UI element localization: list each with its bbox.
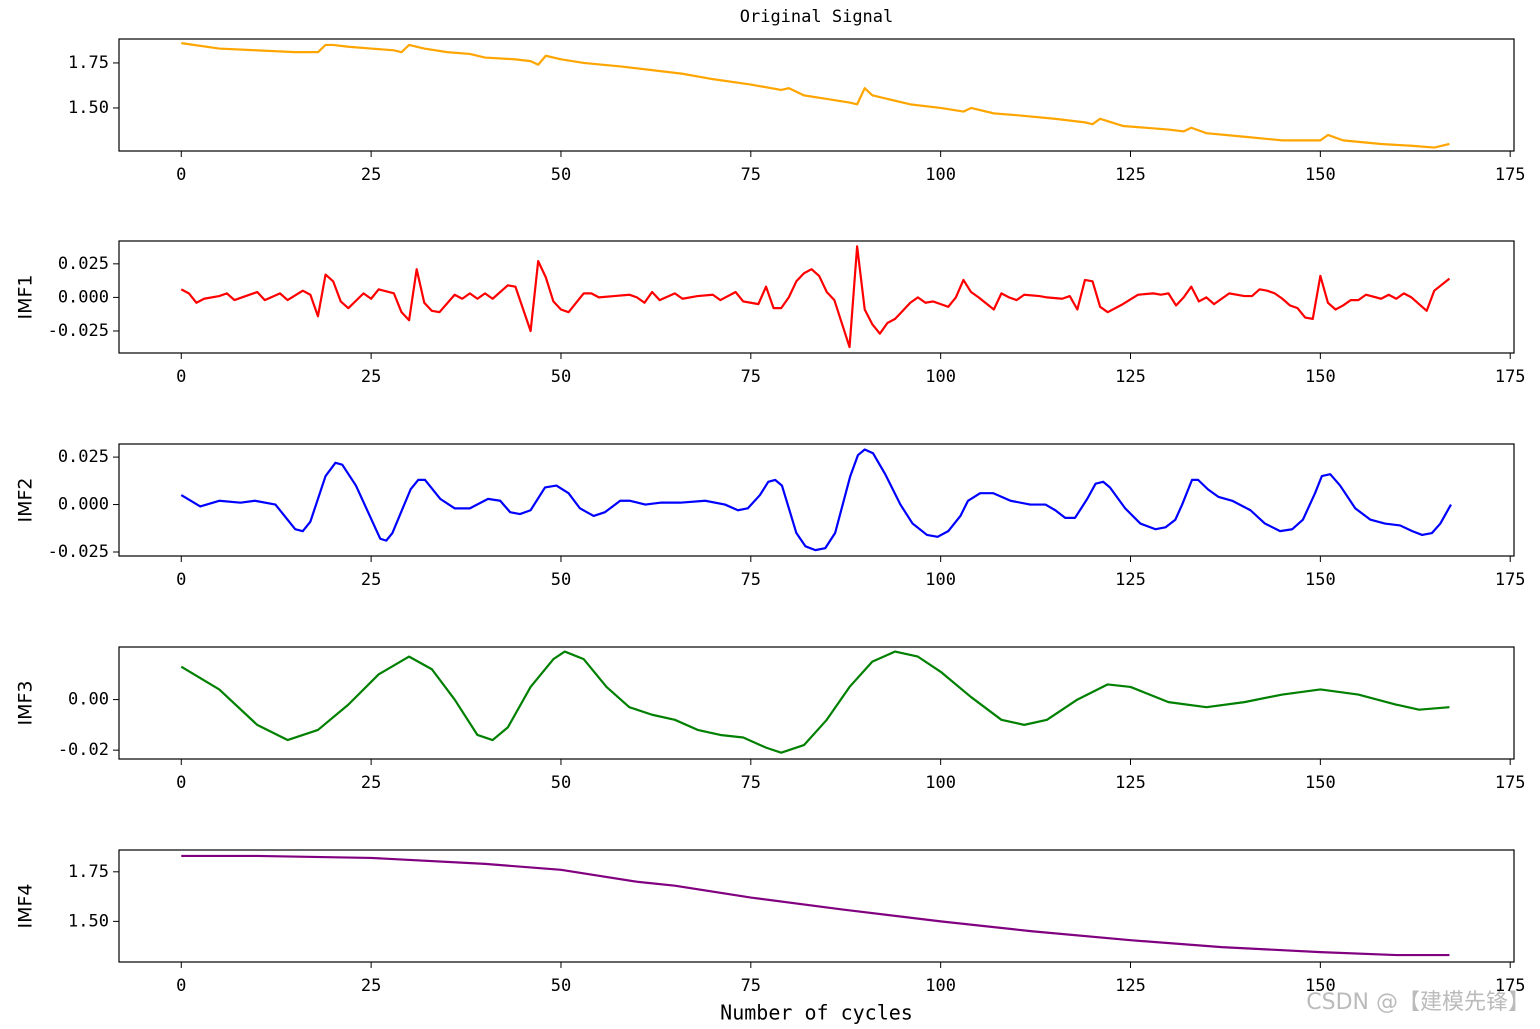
x-tick-label: 0 [176,367,186,387]
y-tick-label: 0.000 [58,495,109,515]
signal-line [180,650,1450,754]
y-tick-label: 0.000 [58,287,109,307]
x-tick-label: 75 [741,165,761,185]
x-axis-label: Number of cycles [720,1001,913,1025]
x-tick-label: 150 [1305,773,1336,793]
x-tick-label: 50 [551,165,571,185]
x-tick-label: 75 [741,976,761,996]
axes-frame [118,849,1515,963]
x-tick-label: 0 [176,976,186,996]
axes-frame [118,240,1515,354]
watermark: CSDN @【建模先锋】 [1306,990,1530,1015]
x-tick-label: 100 [925,165,956,185]
x-tick-label: 150 [1305,570,1336,590]
y-tick-label: 1.75 [68,862,109,882]
x-tick-label: 50 [551,367,571,387]
x-tick-label: 125 [1115,976,1146,996]
x-tick-label: 150 [1305,165,1336,185]
x-tick-label: 150 [1305,367,1336,387]
y-axis-label: IMF1 [15,274,37,319]
y-tick-label: -0.025 [48,542,109,562]
signal-line [180,448,1452,552]
y-axis-label: IMF4 [15,883,37,928]
x-tick-label: 25 [361,165,381,185]
x-tick-label: 0 [176,570,186,590]
x-tick-label: 175 [1495,165,1526,185]
x-tick-label: 175 [1495,367,1526,387]
x-tick-label: 0 [176,165,186,185]
x-tick-label: 75 [741,773,761,793]
x-tick-label: 75 [741,367,761,387]
x-tick-label: 100 [925,976,956,996]
signal-line [180,245,1451,349]
x-tick-label: 25 [361,976,381,996]
x-tick-label: 50 [551,976,571,996]
signal-line [181,42,1450,149]
axes-frame [118,38,1515,152]
x-tick-label: 150 [1305,976,1336,996]
x-tick-label: 125 [1115,570,1146,590]
chart-title: Original Signal [740,7,894,27]
y-axis-label: IMF3 [15,680,37,725]
x-tick-label: 25 [361,367,381,387]
x-tick-label: 50 [551,570,571,590]
x-tick-label: 175 [1495,570,1526,590]
y-axis-label: IMF2 [15,477,37,522]
x-tick-label: 175 [1495,773,1526,793]
x-tick-label: 125 [1115,165,1146,185]
y-tick-label: 0.025 [58,254,109,274]
signal-line [181,854,1450,957]
y-tick-label: 0.025 [58,447,109,467]
x-tick-label: 175 [1495,976,1526,996]
y-tick-label: -0.025 [48,321,109,341]
x-tick-label: 100 [925,367,956,387]
x-tick-label: 100 [925,773,956,793]
x-tick-label: 100 [925,570,956,590]
x-tick-label: 25 [361,773,381,793]
y-tick-label: 0.00 [68,690,109,710]
x-tick-label: 50 [551,773,571,793]
x-tick-label: 75 [741,570,761,590]
x-tick-label: 125 [1115,773,1146,793]
y-tick-label: 1.50 [68,911,109,931]
y-tick-label: -0.02 [58,740,109,760]
axes-frame [118,443,1515,557]
axes-frame [118,646,1515,760]
y-tick-label: 1.50 [68,98,109,118]
x-tick-label: 25 [361,570,381,590]
x-tick-label: 125 [1115,367,1146,387]
y-tick-label: 1.75 [68,53,109,73]
x-tick-label: 0 [176,773,186,793]
